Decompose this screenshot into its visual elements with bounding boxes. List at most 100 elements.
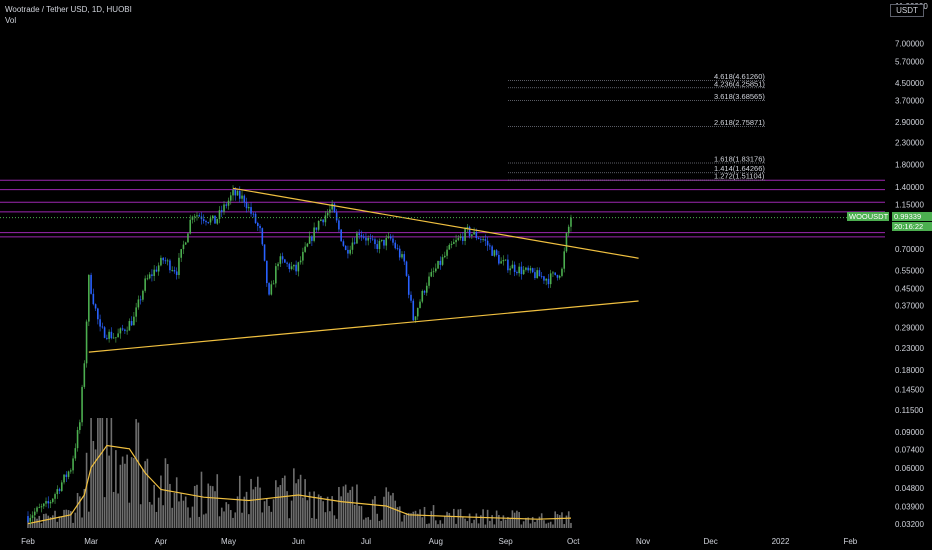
bar-countdown-tag: 20:16:22 <box>892 222 932 231</box>
volume-bar <box>529 523 532 528</box>
candle-body <box>67 471 70 477</box>
candle-body <box>288 263 291 270</box>
volume-bar <box>193 485 196 528</box>
volume-bar <box>76 492 79 528</box>
candle-body <box>119 328 122 334</box>
volume-bar <box>63 509 65 528</box>
y-tick-label: 7.00000 <box>895 39 924 48</box>
candle-body <box>466 226 469 229</box>
volume-bar <box>466 521 469 528</box>
candle-body <box>277 263 279 267</box>
candle-body <box>40 506 43 508</box>
volume-bar <box>261 512 264 528</box>
candle-body <box>507 259 509 271</box>
y-tick-label: 0.37000 <box>895 302 924 311</box>
candle-body <box>124 329 126 331</box>
candle-body <box>495 250 498 255</box>
time-axis[interactable]: Feb Mar Apr May Jun Jul Aug Sep Oct Nov Dec 2022 Feb <box>21 537 858 546</box>
volume-bar <box>133 458 135 528</box>
candle-body <box>182 244 185 250</box>
volume-bar <box>40 523 43 528</box>
candle-body <box>308 236 311 244</box>
volume-bar <box>220 507 223 528</box>
volume-bar <box>178 501 180 528</box>
candle-body <box>534 272 536 279</box>
volume-bar <box>187 507 189 528</box>
candle-body <box>387 236 390 238</box>
candle-body <box>220 210 223 212</box>
volume-indicator-label[interactable]: Vol <box>5 16 17 25</box>
volume-bar <box>335 518 338 528</box>
candle-body <box>304 246 306 252</box>
candle-body <box>184 242 187 245</box>
candle-body <box>335 212 338 221</box>
candle-body <box>252 213 255 215</box>
x-tick-label: May <box>221 537 236 546</box>
y-tick-label: 2.30000 <box>895 139 924 148</box>
candle-body <box>121 328 124 330</box>
volume-bar <box>38 515 41 528</box>
volume-bar <box>495 510 498 528</box>
candle-body <box>166 260 169 262</box>
volume-bar <box>99 418 101 528</box>
candle-body <box>385 237 388 246</box>
candle-body <box>178 257 180 276</box>
candle-body <box>518 266 520 274</box>
y-tick-label: 0.14500 <box>895 385 924 394</box>
candle-body <box>146 278 149 280</box>
candle-body <box>520 266 523 275</box>
volume-bar <box>396 507 399 528</box>
candle-body <box>302 251 304 261</box>
volume-bar <box>570 522 572 528</box>
candle-body <box>369 238 372 239</box>
candle-body <box>60 482 63 491</box>
volume-bar <box>88 511 90 528</box>
candle-body <box>511 264 514 269</box>
volume-bar <box>173 492 176 528</box>
candle-body <box>432 271 435 273</box>
y-tick-label: 1.15000 <box>895 201 924 210</box>
candle-body <box>137 299 140 308</box>
candle-body <box>261 228 264 245</box>
candle-body <box>554 272 557 275</box>
volume-bar <box>477 523 480 528</box>
volume-bar <box>498 515 500 528</box>
candle-body <box>207 222 210 223</box>
volume-bar <box>473 519 475 528</box>
y-tick-label: 0.45000 <box>895 284 924 293</box>
candle-body <box>444 255 446 258</box>
volume-bar <box>320 495 322 528</box>
symbol-tag: WOOUSDT <box>847 212 889 221</box>
volume-bar <box>94 449 97 528</box>
volume-bar <box>360 506 363 528</box>
y-tick-label: 0.70000 <box>895 245 924 254</box>
volume-bar <box>358 505 360 528</box>
candle-body <box>88 274 90 322</box>
candle-body <box>320 219 322 221</box>
volume-bar <box>516 510 518 528</box>
volume-bar <box>556 514 559 528</box>
candle-body <box>561 268 563 276</box>
currency-label[interactable]: USDT <box>890 4 924 17</box>
volume-bar <box>558 515 561 528</box>
candle-body <box>259 225 261 229</box>
volume-bar <box>489 520 491 528</box>
volume-bar <box>527 517 529 528</box>
volume-bar <box>385 487 388 528</box>
volume-bar <box>306 500 309 528</box>
volume-bar <box>198 516 201 528</box>
volume-bar <box>365 517 367 528</box>
candle-body <box>455 239 457 243</box>
candle-body <box>227 200 230 206</box>
candle-body <box>74 448 77 459</box>
price-axis[interactable]: 11.000007.000005.700004.500003.700002.90… <box>895 2 928 529</box>
volume-bar <box>450 516 453 528</box>
x-tick-label: Dec <box>704 537 718 546</box>
volume-bar <box>565 515 568 528</box>
volume-bar <box>103 497 106 528</box>
volume-bar <box>543 520 545 528</box>
candle-body <box>42 503 45 507</box>
volume-bar <box>286 491 288 528</box>
candle-body <box>110 331 113 339</box>
